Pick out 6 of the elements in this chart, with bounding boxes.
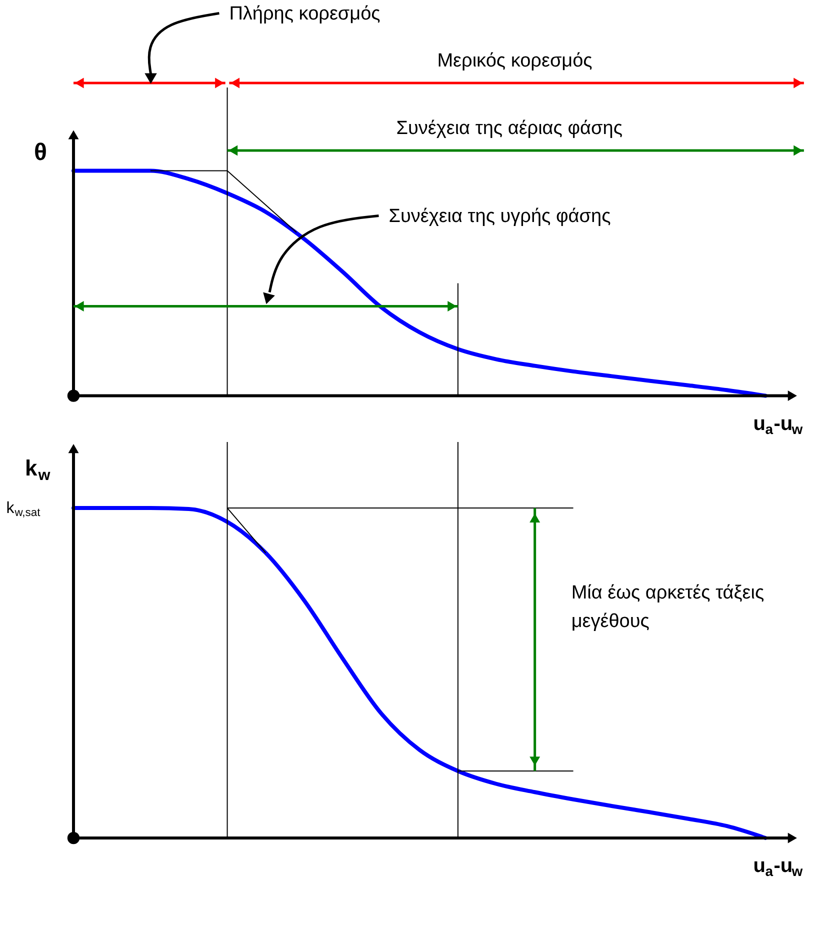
text: Συνέχεια της αέριας φάσης <box>396 118 622 139</box>
text: Πλήρης κορεσμός <box>229 3 380 24</box>
annotation: Μία έως αρκετές τάξεις μεγέθους <box>571 582 764 632</box>
y-axis-title: θ <box>34 138 47 166</box>
text: Μερικός κορεσμός <box>437 50 592 72</box>
annotation: Συνέχεια της υγρής φάσης <box>388 206 611 227</box>
